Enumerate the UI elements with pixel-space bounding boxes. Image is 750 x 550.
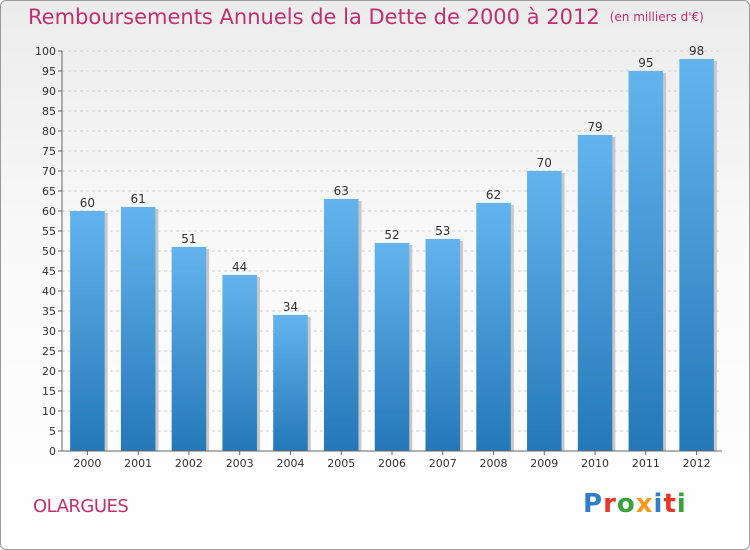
bar-2007 (425, 239, 461, 451)
unit-label: (en milliers d'€) (609, 10, 704, 24)
x-tick-label: 2005 (327, 457, 355, 470)
x-tick-label: 2012 (683, 457, 711, 470)
bar-2001 (120, 207, 156, 451)
bar-2010 (577, 135, 613, 451)
y-tick-label: 85 (42, 105, 56, 118)
bar-2011 (628, 71, 664, 451)
x-tick-label: 2000 (73, 457, 101, 470)
y-tick-label: 90 (42, 85, 56, 98)
y-tick-label: 70 (42, 165, 56, 178)
y-tick-label: 75 (42, 145, 56, 158)
bar-2008 (476, 203, 511, 451)
bar-2003 (222, 275, 257, 451)
chart-title: Remboursements Annuels de la Dette de 20… (28, 5, 704, 29)
x-tick-label: 2006 (378, 457, 406, 470)
x-tick-label: 2007 (429, 457, 457, 470)
bar-2006 (374, 243, 410, 451)
y-tick-label: 20 (42, 365, 56, 378)
proxiti-logo: Proxiti (583, 489, 687, 519)
bar-2000 (70, 211, 105, 451)
y-tick-label: 55 (42, 225, 56, 238)
y-tick-label: 10 (42, 405, 56, 418)
data-label: 61 (131, 192, 146, 206)
y-tick-label: 0 (49, 445, 56, 458)
x-tick-label: 2011 (632, 457, 660, 470)
y-tick-label: 45 (42, 265, 56, 278)
bar-2005 (323, 199, 359, 451)
y-tick-label: 15 (42, 385, 56, 398)
bar-2009 (527, 171, 562, 451)
data-label: 63 (334, 184, 349, 198)
data-label: 44 (232, 260, 247, 274)
x-axis: 2000 2001 2002 2003 2004 2005 2006 2007 2008 2009… (62, 450, 722, 470)
y-tick-label: 95 (42, 65, 56, 78)
x-tick-label: 2004 (276, 457, 304, 470)
data-label: 79 (587, 120, 602, 134)
y-tick-label: 80 (42, 125, 56, 138)
chart-title-text: Remboursements Annuels de la Dette de 20… (28, 5, 600, 29)
data-label: 51 (181, 232, 196, 246)
data-label: 62 (486, 188, 501, 202)
y-tick-label: 50 (42, 245, 56, 258)
bar-2004 (273, 315, 308, 451)
y-tick-label: 40 (42, 285, 56, 298)
y-tick-label: 25 (42, 345, 56, 358)
y-axis: 0 5 10 15 20 25 30 35 40 45 50 55 60 65 70 75 80 85 90 95 10… (35, 45, 63, 458)
data-label: 34 (283, 300, 298, 314)
y-tick-label: 60 (42, 205, 56, 218)
x-tick-label: 2003 (226, 457, 254, 470)
x-tick-label: 2001 (124, 457, 152, 470)
commune-name: OLARGUES (33, 496, 129, 517)
x-tick-label: 2002 (175, 457, 203, 470)
data-label: 52 (384, 228, 399, 242)
y-tick-label: 100 (35, 45, 56, 58)
x-tick-label: 2010 (581, 457, 609, 470)
data-label: 53 (435, 224, 450, 238)
data-label: 60 (80, 196, 95, 210)
bar-2012 (679, 59, 714, 451)
y-tick-label: 30 (42, 325, 56, 338)
data-label: 95 (638, 56, 653, 70)
y-tick-label: 5 (49, 425, 56, 438)
x-tick-label: 2008 (480, 457, 508, 470)
x-tick-label: 2009 (530, 457, 558, 470)
data-label: 98 (689, 44, 704, 58)
y-tick-label: 35 (42, 305, 56, 318)
y-tick-label: 65 (42, 185, 56, 198)
bar-2002 (171, 247, 207, 451)
data-label: 70 (537, 156, 552, 170)
bars: 60 61 51 44 34 63 52 53 62 70 79 95 98 (70, 44, 717, 451)
